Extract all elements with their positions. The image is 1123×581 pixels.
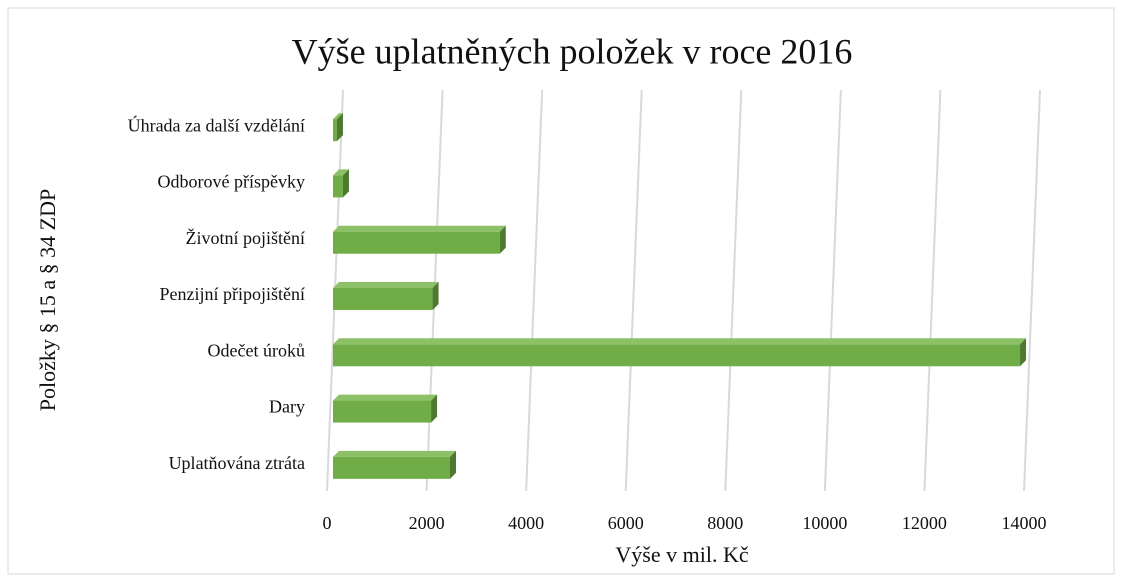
bar-front — [333, 119, 337, 142]
grid-line — [923, 89, 942, 492]
y-tick-label: Odečet úroků — [208, 340, 305, 360]
bar — [333, 394, 438, 423]
grid-line — [724, 89, 743, 492]
bar-side — [449, 450, 456, 479]
bar — [333, 450, 456, 479]
y-tick-label: Dary — [269, 397, 305, 417]
x-tick-label: 2000 — [409, 513, 445, 533]
bar-side — [432, 282, 439, 310]
bar-top — [333, 282, 439, 288]
x-tick-label: 14000 — [1002, 513, 1047, 533]
bar-top — [333, 450, 456, 457]
grid-line — [823, 89, 842, 492]
bar-side — [1020, 338, 1027, 367]
chart-border — [7, 7, 1115, 575]
bar-front — [333, 288, 433, 310]
y-tick-label: Penzijní připojištění — [160, 284, 306, 304]
bar — [333, 169, 349, 198]
grid-line — [624, 89, 643, 492]
bar-front — [333, 175, 343, 198]
y-tick-label: Životní pojištění — [186, 227, 306, 248]
bar-front — [333, 231, 500, 254]
x-tick-label: 12000 — [902, 513, 947, 533]
grid-line — [1023, 89, 1041, 492]
bar-top — [333, 338, 1027, 345]
bar — [333, 113, 343, 142]
bar-top — [333, 225, 506, 232]
x-tick-label: 10000 — [802, 513, 847, 533]
x-tick-label: 0 — [323, 513, 332, 533]
chart-title: Výše uplatněných položek v roce 2016 — [292, 31, 853, 71]
bar-front — [333, 400, 432, 423]
bar-side — [431, 394, 438, 423]
bar-side — [499, 225, 506, 254]
x-tick-label: 4000 — [508, 513, 544, 533]
x-tick-label: 6000 — [608, 513, 644, 533]
bar-top — [333, 113, 343, 120]
x-tick-label: 8000 — [707, 513, 743, 533]
y-tick-label: Odborové příspěvky — [158, 172, 305, 192]
bar-front — [333, 344, 1021, 367]
bar-top — [333, 394, 438, 401]
y-tick-label: Úhrada za další vzdělání — [128, 114, 305, 135]
bar-side — [336, 113, 343, 142]
bar — [333, 225, 506, 254]
bar-side — [342, 169, 349, 198]
bar — [333, 282, 439, 310]
bar — [333, 338, 1027, 367]
bar-front — [333, 456, 450, 479]
bar-top — [333, 169, 349, 176]
grid-line — [525, 89, 544, 492]
y-axis-title: Položky § 15 a § 34 ZDP — [35, 189, 60, 411]
y-tick-label: Uplatňována ztráta — [169, 453, 305, 473]
x-axis-title: Výše v mil. Kč — [615, 542, 748, 567]
